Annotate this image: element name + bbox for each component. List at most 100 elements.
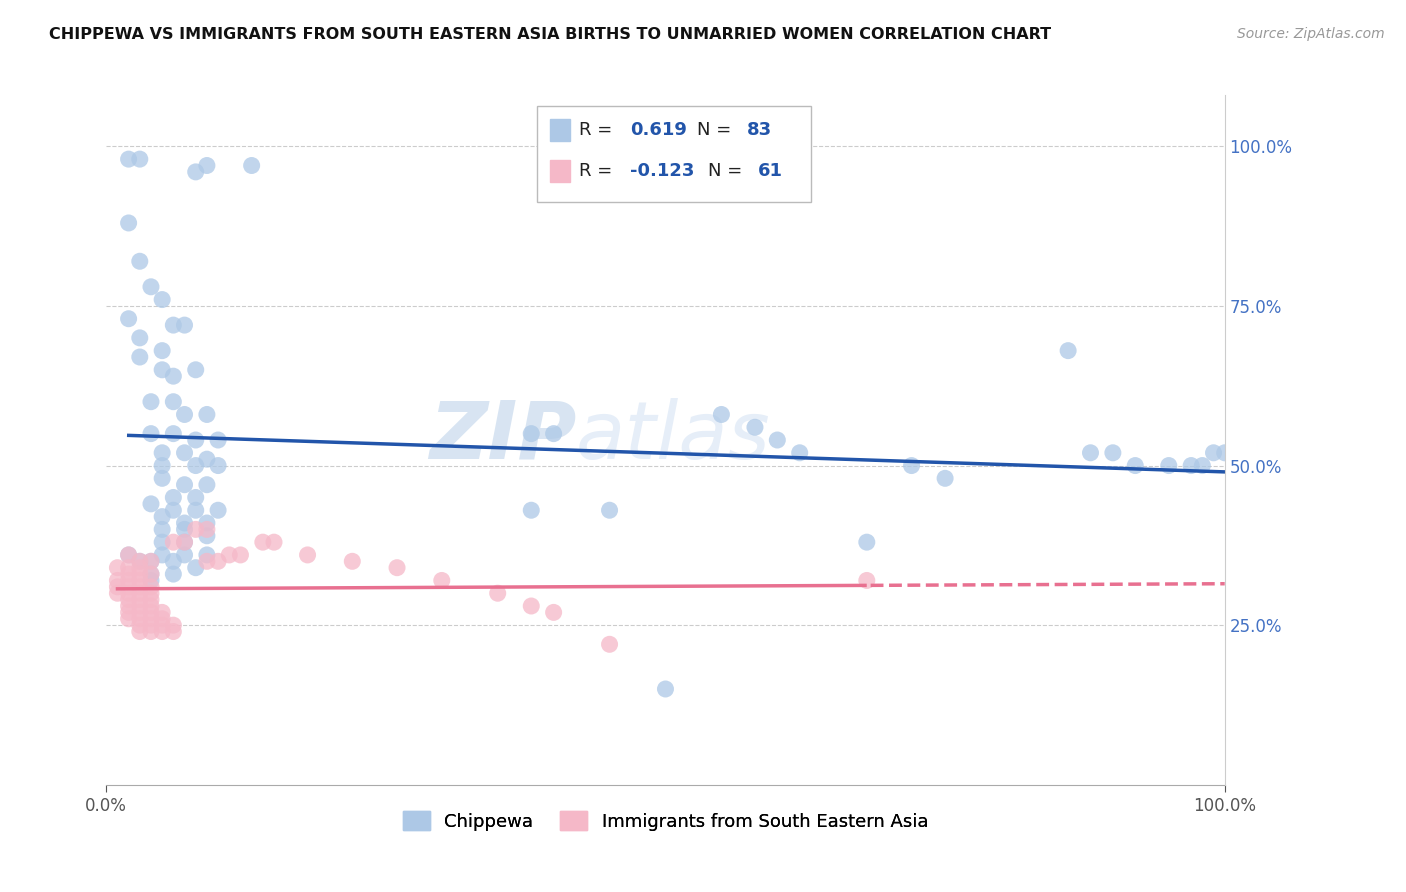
Point <box>207 554 229 568</box>
Point <box>139 599 162 613</box>
Point <box>162 369 184 384</box>
Point <box>128 606 150 620</box>
Point <box>173 522 195 536</box>
Point <box>184 433 207 447</box>
Text: 0.619: 0.619 <box>630 120 686 139</box>
Point <box>766 433 789 447</box>
Point <box>139 618 162 632</box>
Point <box>150 624 173 639</box>
Text: -0.123: -0.123 <box>630 162 695 180</box>
Point <box>117 612 139 626</box>
Text: R =: R = <box>579 120 619 139</box>
Point <box>150 612 173 626</box>
Point <box>184 560 207 574</box>
Point <box>1080 446 1102 460</box>
Point <box>856 535 879 549</box>
Text: N =: N = <box>697 120 737 139</box>
Point <box>128 350 150 364</box>
Point <box>107 574 129 588</box>
Point <box>117 580 139 594</box>
Point <box>139 580 162 594</box>
Point <box>128 599 150 613</box>
Point <box>1123 458 1146 473</box>
Point <box>195 529 218 543</box>
Point <box>139 280 162 294</box>
Point <box>934 471 956 485</box>
Point <box>117 548 139 562</box>
Point <box>128 574 150 588</box>
Text: R =: R = <box>579 162 619 180</box>
Bar <box>550 119 571 141</box>
Text: Source: ZipAtlas.com: Source: ZipAtlas.com <box>1237 27 1385 41</box>
Point <box>162 567 184 582</box>
Point <box>599 503 621 517</box>
Point <box>173 535 195 549</box>
Text: N =: N = <box>709 162 748 180</box>
Point <box>195 452 218 467</box>
Point <box>342 554 364 568</box>
Point <box>128 592 150 607</box>
Point <box>139 612 162 626</box>
Point <box>117 606 139 620</box>
Point <box>543 426 565 441</box>
Point <box>162 394 184 409</box>
Point <box>150 606 173 620</box>
Point <box>162 426 184 441</box>
Point <box>128 586 150 600</box>
Point <box>599 637 621 651</box>
Point <box>207 433 229 447</box>
Point <box>162 491 184 505</box>
Point <box>173 477 195 491</box>
Point <box>229 548 252 562</box>
Text: CHIPPEWA VS IMMIGRANTS FROM SOUTH EASTERN ASIA BIRTHS TO UNMARRIED WOMEN CORRELA: CHIPPEWA VS IMMIGRANTS FROM SOUTH EASTER… <box>49 27 1052 42</box>
Point <box>117 560 139 574</box>
Point <box>520 426 543 441</box>
Point <box>107 586 129 600</box>
Point <box>117 548 139 562</box>
Point <box>195 554 218 568</box>
Text: ZIP: ZIP <box>429 398 576 475</box>
Point <box>139 574 162 588</box>
Point <box>195 477 218 491</box>
Point <box>385 560 408 574</box>
Point <box>128 560 150 574</box>
Point <box>139 554 162 568</box>
Point <box>184 522 207 536</box>
Point <box>162 318 184 332</box>
Point <box>1180 458 1202 473</box>
Bar <box>550 160 571 182</box>
Point <box>139 497 162 511</box>
Point <box>107 580 129 594</box>
Point <box>150 522 173 536</box>
Point <box>107 560 129 574</box>
Point <box>128 612 150 626</box>
Point <box>162 503 184 517</box>
Point <box>520 503 543 517</box>
Point <box>520 599 543 613</box>
Point <box>900 458 922 473</box>
Point <box>117 599 139 613</box>
Point <box>173 318 195 332</box>
Point <box>173 548 195 562</box>
Point <box>1213 446 1236 460</box>
Point <box>710 408 733 422</box>
Point <box>128 580 150 594</box>
Point <box>150 458 173 473</box>
Point <box>195 522 218 536</box>
Point <box>184 491 207 505</box>
FancyBboxPatch shape <box>537 105 811 202</box>
Point <box>263 535 285 549</box>
Point <box>117 152 139 166</box>
Point <box>195 548 218 562</box>
Point <box>150 548 173 562</box>
Point <box>139 554 162 568</box>
Point <box>139 567 162 582</box>
Point <box>252 535 274 549</box>
Point <box>117 567 139 582</box>
Point <box>173 446 195 460</box>
Point <box>128 254 150 268</box>
Point <box>139 592 162 607</box>
Point <box>139 624 162 639</box>
Point <box>173 408 195 422</box>
Point <box>856 574 879 588</box>
